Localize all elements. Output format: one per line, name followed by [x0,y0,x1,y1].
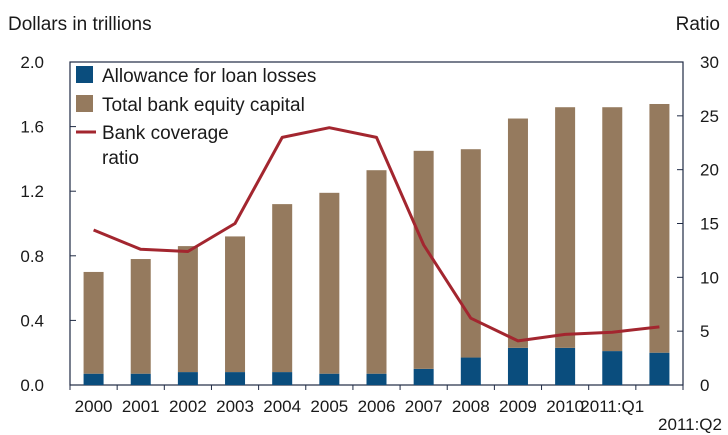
allowance-bar [177,372,198,385]
legend-label-allowance: Allowance for loan losses [102,66,316,87]
x-axis-tick-label: 2007 [405,397,443,416]
equity-bar [130,259,151,374]
left-axis-tick-label: 0.0 [20,376,44,395]
legend-label-equity: Total bank equity capital [102,95,305,116]
legend: Allowance for loan losses Total bank equi… [76,66,316,169]
left-axis-tick-label: 1.2 [20,182,44,201]
x-axis-tick-label: 2004 [263,397,301,416]
allowance-bar [602,351,623,385]
right-axis-tick-label: 10 [700,268,719,287]
allowance-bar [507,347,528,385]
x-axis-tick-label: 2006 [358,397,396,416]
allowance-bar [413,368,434,385]
right-axis-tick-label: 20 [700,161,719,180]
allowance-bar [366,373,387,385]
allowance-bar [555,347,576,385]
x-axis-tick-label: 2011:Q1 [580,397,644,416]
coverage-ratio-line [93,126,660,343]
equity-bar [602,107,623,352]
allowance-bar [272,372,293,385]
x-axis-tick-label: 2003 [216,397,254,416]
allowance-bar [130,373,151,385]
allowance-bar [83,373,104,385]
left-axis-unit-label: Dollars in trillions [8,14,152,35]
equity-bar [177,246,198,373]
x-axis-tick-label: 2010 [546,397,584,416]
x-axis-tick-label: 2005 [310,397,348,416]
x-axis-tick-label: 2000 [75,397,113,416]
equity-bar [272,204,293,373]
equity-bar [507,118,528,348]
right-axis-tick-label: 25 [700,107,719,126]
x-axis-tick-label: 2002 [169,397,207,416]
right-axis-tick-label: 30 [700,53,719,72]
right-axis-tick-label: 0 [700,376,709,395]
allowance-bar [319,373,340,385]
x-axis-tick-label: 2008 [452,397,490,416]
right-axis-tick-label: 15 [700,215,719,234]
equity-bar [366,170,387,374]
right-axis-unit-label: Ratio [676,14,720,35]
x-axis-tick-label: 2001 [122,397,160,416]
x-axis-tick-label: 2009 [499,397,537,416]
equity-bar [319,192,340,374]
left-axis-tick-label: 0.4 [20,311,44,330]
equity-bar [649,103,670,353]
equity-bar [225,236,246,373]
allowance-bar [225,372,246,385]
allowance-bar [460,357,481,385]
plot-area: 0.0 0.4 0.8 1.2 1.6 2.0 0 5 10 15 20 25 30 2000 2001 20… [20,53,722,434]
right-axis-tick-label: 5 [700,322,709,341]
left-axis-tick-label: 1.6 [20,118,44,137]
left-axis-tick-label: 0.8 [20,247,44,266]
legend-label-coverage: Bank coverage ratio [102,123,229,169]
equity-bar [413,150,434,369]
x-axis-tick-label: 2011:Q2 [658,415,722,434]
legend-swatch-equity [76,95,93,112]
equity-bar [83,271,104,374]
allowance-bar [649,352,670,385]
legend-swatch-allowance [76,66,93,83]
equity-bar [555,107,576,348]
equity-bar [460,149,481,358]
left-axis-tick-label: 2.0 [20,53,44,72]
